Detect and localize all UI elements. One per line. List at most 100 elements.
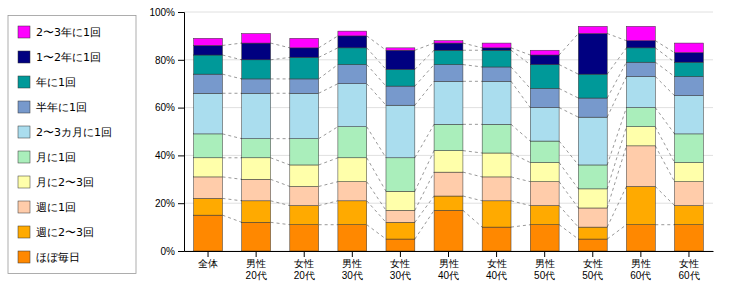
legend-swatch xyxy=(18,176,30,188)
connector xyxy=(655,224,674,225)
tick: 100% xyxy=(149,7,184,18)
bar-segment xyxy=(578,165,607,189)
legend-item: 週に2〜3回 xyxy=(18,226,94,239)
bar-segment xyxy=(290,186,319,205)
tick-label: 女性40代 xyxy=(486,258,507,281)
tick-mark xyxy=(352,251,353,257)
tick-label-line: 20代 xyxy=(294,270,315,281)
connector xyxy=(559,88,578,98)
tick-mark xyxy=(178,203,184,204)
legend-border xyxy=(8,16,136,274)
legend-item: 年に1回 xyxy=(18,76,76,89)
connector xyxy=(655,48,674,62)
legend-item: 半年に1回 xyxy=(18,101,87,114)
bar-segment xyxy=(194,134,223,158)
connector xyxy=(415,50,434,69)
bar-segment xyxy=(242,158,271,180)
tick-label: 女性60代 xyxy=(678,258,699,281)
connector xyxy=(607,62,626,98)
tick-mark xyxy=(592,251,593,257)
tick-label-line: 女性 xyxy=(487,258,507,269)
bar-segment xyxy=(290,79,319,93)
bar-segment xyxy=(386,158,415,191)
bar-segment xyxy=(434,50,463,64)
y-axis: 0%20%40%60%80%100% xyxy=(149,7,184,257)
bar-segment xyxy=(578,227,607,239)
tick: 男性20代 xyxy=(246,251,267,281)
connector xyxy=(415,151,434,192)
tick-label-line: 30代 xyxy=(342,270,363,281)
connector xyxy=(271,93,290,94)
connector xyxy=(222,177,241,179)
connector xyxy=(511,201,530,206)
connector xyxy=(415,196,434,222)
connector xyxy=(271,43,290,48)
connector xyxy=(319,182,338,187)
tick-label-line: 男性 xyxy=(246,258,266,269)
connector xyxy=(367,36,386,50)
bar-segment xyxy=(194,38,223,45)
bar-segment xyxy=(578,98,607,117)
connector xyxy=(655,108,674,134)
bar-segment xyxy=(338,182,367,201)
bar-segment xyxy=(675,206,704,225)
plot: 0%20%40%60%80%100%全体男性20代女性20代男性30代女性30代… xyxy=(149,7,713,281)
connector xyxy=(463,196,482,201)
bar-segment xyxy=(386,69,415,86)
legend-swatch xyxy=(18,76,30,88)
connector xyxy=(607,186,626,227)
tick-mark xyxy=(208,251,209,257)
connector xyxy=(367,127,386,158)
bar-segment xyxy=(626,62,655,76)
tick: 女性50代 xyxy=(582,251,603,281)
bar-segment xyxy=(290,48,319,58)
bar-segment xyxy=(290,93,319,138)
legend-item: 月に1回 xyxy=(18,151,76,164)
legend-label: 2〜3年に1回 xyxy=(36,26,101,39)
tick-mark xyxy=(448,251,449,257)
bar-segment xyxy=(530,50,559,55)
legend-label: 半年に1回 xyxy=(36,101,87,114)
tick: 女性40代 xyxy=(486,251,507,281)
connector xyxy=(655,146,674,182)
bar-segment xyxy=(675,96,704,134)
connector xyxy=(222,157,241,158)
connector xyxy=(319,158,338,165)
bar-segment xyxy=(386,210,415,222)
connector xyxy=(222,215,241,222)
bar-segment xyxy=(194,158,223,177)
bar-segment xyxy=(434,43,463,50)
connector xyxy=(271,201,290,206)
connector xyxy=(559,141,578,165)
bar-segment xyxy=(530,88,559,107)
legend-swatch xyxy=(18,101,30,113)
bar-segment xyxy=(482,124,511,153)
connector xyxy=(463,124,482,125)
tick-mark xyxy=(178,155,184,156)
connector xyxy=(367,158,386,191)
bar-segment xyxy=(194,93,223,134)
connector xyxy=(463,210,482,227)
connector xyxy=(319,201,338,206)
connector xyxy=(511,48,530,55)
legend-item: 月に2〜3回 xyxy=(18,176,94,189)
connector xyxy=(607,225,626,239)
bar-segment xyxy=(338,127,367,158)
bar-segment xyxy=(194,215,223,251)
connector xyxy=(222,43,241,45)
bar-segment xyxy=(386,222,415,239)
bar-segment xyxy=(290,139,319,165)
tick-label: 男性50代 xyxy=(534,258,555,281)
tick-label: 40% xyxy=(155,150,175,161)
bar-segment xyxy=(194,45,223,55)
legend: 2〜3年に1回1〜2年に1回年に1回半年に1回2〜3カ月に1回月に1回月に2〜3… xyxy=(8,16,136,274)
connector xyxy=(559,163,578,189)
bar-segment xyxy=(626,225,655,251)
bar-segment xyxy=(434,124,463,150)
connector xyxy=(222,93,241,94)
tick-label-line: 50代 xyxy=(534,270,555,281)
connector xyxy=(463,65,482,67)
connector xyxy=(511,124,530,141)
bar-segment xyxy=(482,81,511,124)
tick-label-line: 女性 xyxy=(390,258,410,269)
